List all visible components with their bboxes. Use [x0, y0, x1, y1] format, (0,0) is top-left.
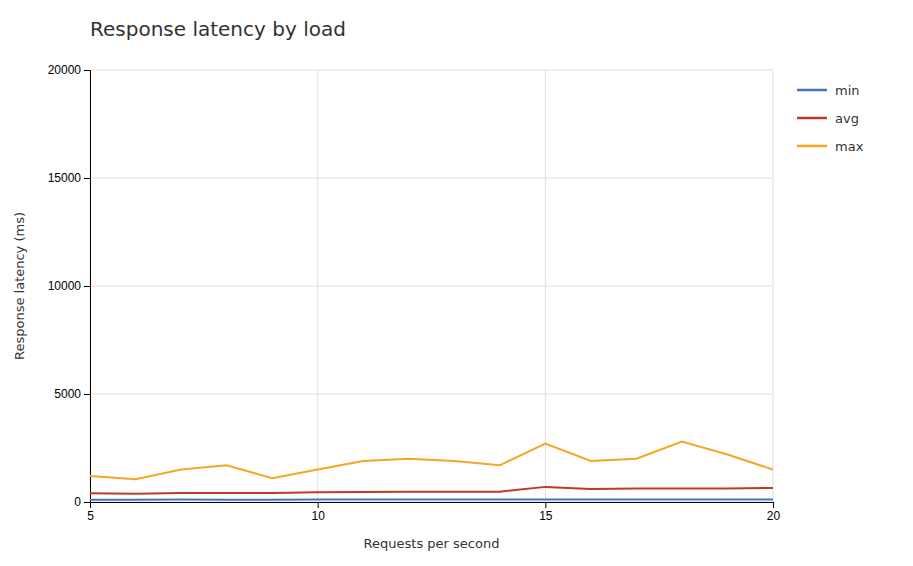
tick: 10 [311, 502, 325, 523]
legend-label: avg [835, 111, 859, 126]
tick: 15 [539, 502, 553, 523]
tick-mark [773, 502, 774, 508]
grid-line [90, 286, 773, 287]
tick: 15000 [48, 171, 90, 185]
tick: 20000 [48, 63, 90, 77]
grid-line [90, 178, 773, 179]
tick: 5 [87, 502, 94, 523]
tick-mark [84, 178, 90, 179]
title: Response latency by load [90, 17, 346, 41]
tick-label: 5 [87, 509, 94, 523]
grid-line [90, 70, 773, 71]
axis-line [91, 503, 774, 509]
tick: 20 [767, 502, 781, 523]
legend-item: max [797, 139, 864, 154]
tick-label: 10 [311, 509, 325, 523]
tick-mark [545, 502, 546, 508]
tick-mark [84, 502, 90, 503]
tick-label: 20000 [48, 63, 82, 77]
tick-mark [84, 70, 90, 71]
tick-label: 20 [767, 509, 781, 523]
tick-mark [318, 502, 319, 508]
grid-line [90, 394, 773, 395]
plot: 5 10 15 20 0 5000 10000 15000 20000 [48, 63, 781, 522]
tick: 5000 [54, 387, 90, 401]
grid [90, 70, 773, 502]
grid-line [545, 70, 546, 502]
tick-mark [84, 286, 90, 287]
chart: 5 10 15 20 0 5000 10000 15000 20000 Response late… [0, 0, 913, 566]
tick-label: 15 [539, 509, 553, 523]
grid-line [317, 70, 318, 502]
legend-label: max [835, 139, 864, 154]
legend: min avg max [797, 83, 864, 154]
series-line [90, 487, 773, 494]
tick-mark [84, 394, 90, 395]
x-axis: 5 10 15 20 [87, 502, 780, 523]
tick-label: 5000 [54, 387, 81, 401]
legend-swatch [797, 145, 827, 148]
lines [90, 442, 773, 500]
grid-line [773, 70, 774, 502]
tick: 0 [74, 495, 90, 509]
legend-label: min [835, 83, 860, 98]
legend-item: min [797, 83, 860, 98]
tick-label: 10000 [48, 279, 82, 293]
series-line [90, 442, 773, 480]
tick-label: 0 [74, 495, 81, 509]
axis-line [84, 71, 91, 503]
tick-label: 15000 [48, 171, 82, 185]
x-axis-title: Requests per second [364, 536, 500, 551]
tick: 10000 [48, 279, 90, 293]
legend-swatch [797, 117, 827, 120]
legend-item: avg [797, 111, 859, 126]
legend-swatch [797, 89, 827, 92]
series-line [90, 498, 773, 500]
y-axis-title: Response latency (ms) [12, 212, 27, 360]
y-axis: 0 5000 10000 15000 20000 [48, 63, 91, 509]
